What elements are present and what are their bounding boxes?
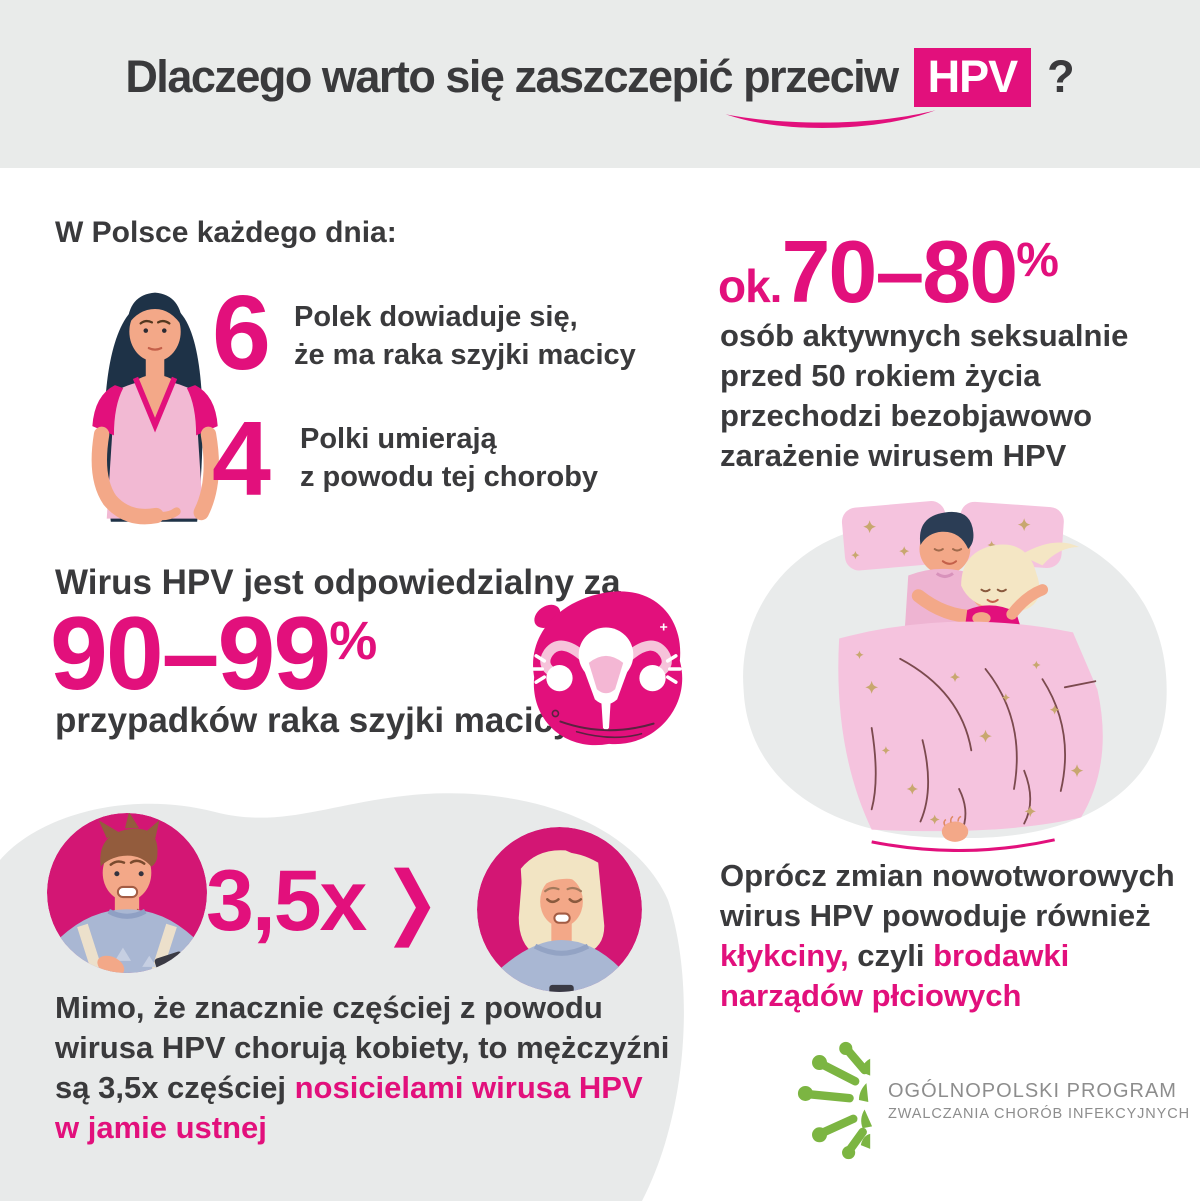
chevron-right-icon: ❯ [384, 856, 441, 946]
responsible-range: 90–99% [50, 596, 378, 712]
swoosh-underline-icon [725, 110, 936, 128]
uterus-icon [530, 591, 683, 746]
page-title: Dlaczego warto się zaszczepić przeciw HP… [125, 47, 1075, 107]
daily-heading: W Polsce każdego dnia: [55, 216, 397, 249]
question-mark: ? [1047, 51, 1075, 102]
program-logo: OGÓLNOPOLSKI PROGRAM ZWALCZANIA CHORÓB I… [792, 1040, 1190, 1162]
warts-paragraph: Oprócz zmian nowotworowych wirus HPV pow… [720, 858, 1175, 1013]
sad-woman-avatar [477, 827, 642, 992]
hpv-badge: HPV [913, 47, 1032, 107]
stat-number-6: 6 [212, 274, 271, 392]
ratio-display: 3,5x ❯ [206, 853, 441, 949]
stat-number-4: 4 [212, 400, 271, 518]
worried-man-avatar [47, 813, 207, 973]
stat-text-4: Polki umierają z powodu tej choroby [300, 423, 599, 494]
header-band: Dlaczego warto się zaszczepić przeciw HP… [0, 0, 1200, 168]
ratio-number: 3,5x [206, 853, 367, 949]
title-text: Dlaczego warto się zaszczepić przeciw [125, 51, 899, 102]
men-carriers-paragraph: Mimo, że znacznie częściej z powodu wiru… [55, 990, 670, 1145]
stat-text-6: Polek dowiaduje się, że ma raka szyjki m… [294, 301, 636, 372]
sad-woman-illustration [91, 292, 219, 525]
virus-icon [797, 1041, 873, 1160]
logo-text: OGÓLNOPOLSKI PROGRAM ZWALCZANIA CHORÓB I… [888, 1080, 1190, 1122]
infection-paragraph: osób aktywnych seksualnie przed 50 rokie… [720, 318, 1129, 473]
responsible-intro: Wirus HPV jest odpowiedzialny za [55, 563, 621, 602]
responsible-outro: przypadków raka szyjki macicy. [55, 701, 580, 740]
couple-in-bed-illustration [743, 501, 1167, 852]
infection-range: ok.70–80% [718, 222, 1059, 321]
